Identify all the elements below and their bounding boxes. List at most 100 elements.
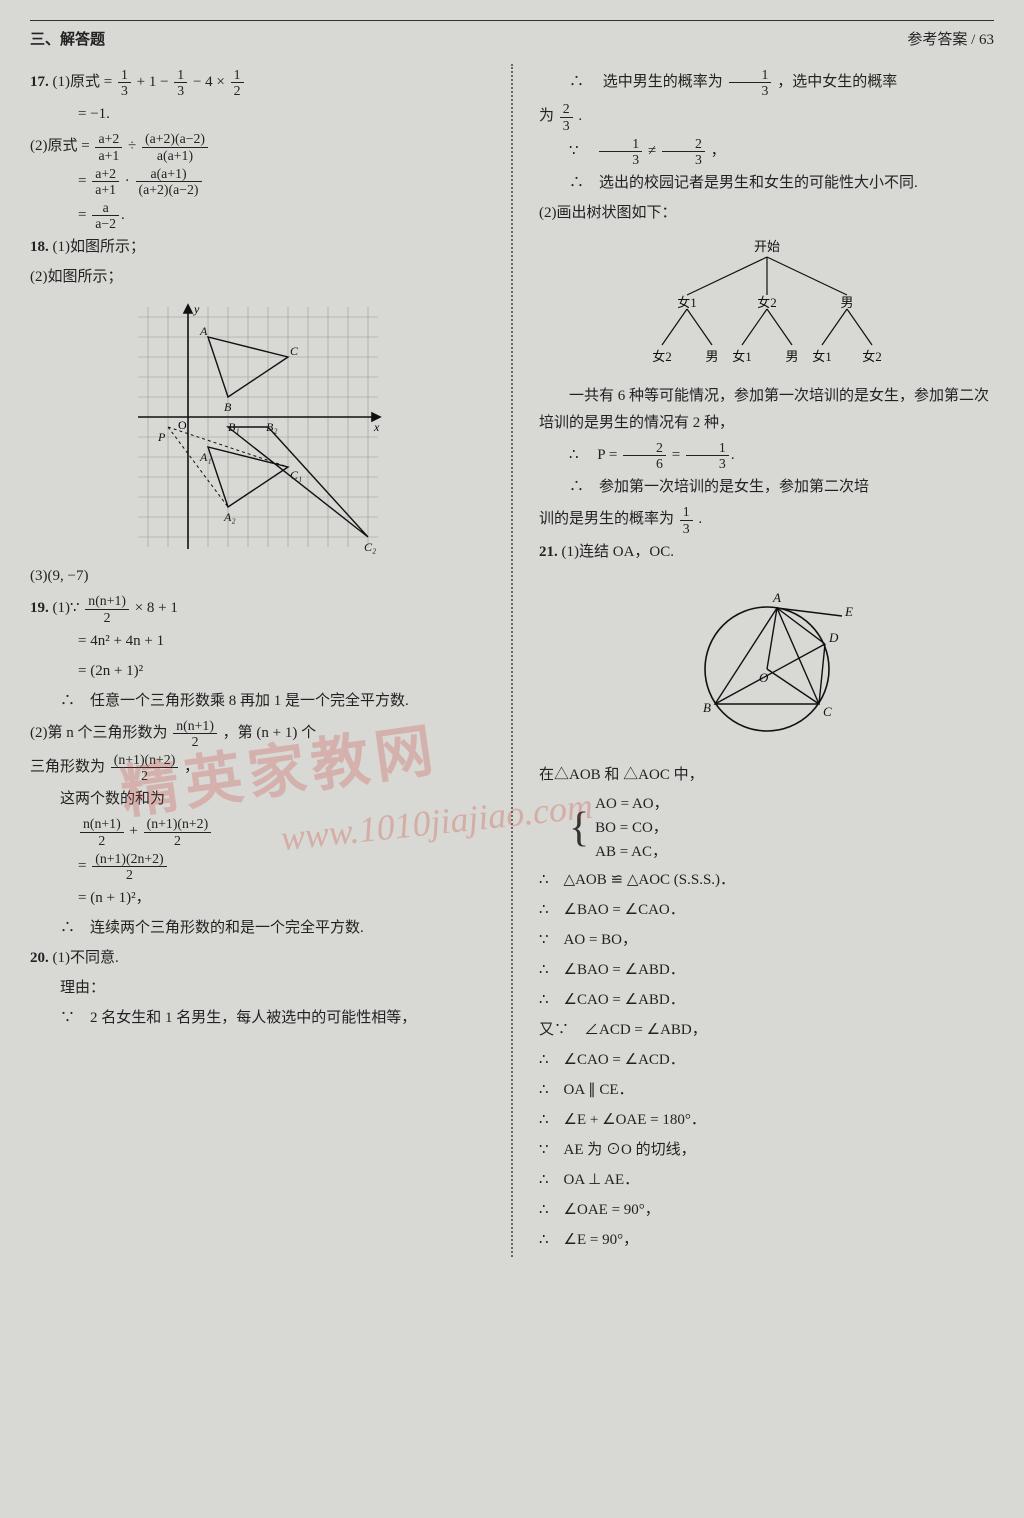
q21-1: (1)连结 OA，OC. [562,544,675,560]
frac-a2-a1-b: a+2a+1 [92,166,119,197]
tree-title: (2)画出树状图如下： [539,200,994,227]
r4: 选出的校园记者是男生和女生的可能性大小不同. [539,170,994,197]
frac-1-3b: 13 [174,67,187,98]
svg-text:男: 男 [785,349,798,364]
brace-l2: BO = CO， [595,816,668,840]
svg-text:C₂: C₂ [364,540,376,554]
q18-1: (1)如图所示； [53,239,146,255]
frac-r13b: 13 [599,136,642,167]
q19-2-comma: ， [184,759,199,775]
svg-text:P: P [157,430,166,444]
q19-1-tail: × 8 + 1 [135,600,178,616]
q19-2-mid: ，第 (n + 1) 个 [223,725,316,741]
pl0: △AOB ≌ △AOC (S.S.S.)． [539,867,994,894]
r1: 选中男生的概率为 13 ，选中女生的概率 [539,67,994,98]
svg-text:A₁: A₁ [199,450,212,464]
frac-r23b: 23 [662,136,705,167]
svg-text:O: O [759,670,769,685]
mul-sign: · [125,173,134,189]
pl12: ∠E = 90°， [539,1227,994,1254]
page-header: 三、解答题 参考答案 / 63 [30,20,994,54]
q21-label: 21. [539,544,558,560]
q19-sum-intro: 这两个数的和为 [30,786,485,813]
pl7: OA ∥ CE． [539,1077,994,1104]
frac-n1n2-b: (n+1)(n+2)2 [144,816,212,847]
q19-l2: = 4n² + 4n + 1 [78,628,485,655]
q19-2-lead: (2)第 n 个三角形数为 [30,725,168,741]
q20-1: (1)不同意. [53,950,119,966]
svg-text:A: A [772,590,781,605]
q18-3: (3)(9, −7) [30,563,485,590]
q18: 18. (1)如图所示； [30,234,485,261]
svg-text:女2: 女2 [757,295,777,310]
svg-text:B₂: B₂ [266,420,278,434]
two-column-layout: 17. (1)原式 = 13 + 1 − 13 − 4 × 12 = −1. (… [30,64,994,1257]
svg-text:D: D [828,630,839,645]
q20: 20. (1)不同意. [30,945,485,972]
svg-text:B: B [224,400,232,414]
q19-2: (2)第 n 个三角形数为 n(n+1)2 ，第 (n + 1) 个 [30,718,485,749]
origin-label: O [178,418,187,432]
left-brace-icon: { [569,807,589,849]
frac-nn1: n(n+1)2 [85,593,129,624]
frac-r23: 23 [560,101,573,132]
q17-2-lead: (2)原式 = [30,138,90,154]
svg-text:男: 男 [840,295,853,310]
q19-1-lead: (1)∵ [53,600,80,616]
q19-sum-conc: 连续两个三角形数的和是一个完全平方数. [30,915,485,942]
q19-sum-eq2: = (n+1)(2n+2)2 [78,851,485,882]
frac-r13: 13 [729,67,772,98]
frac-nn1-c: n(n+1)2 [80,816,124,847]
brace-l3: AB = AC， [595,840,668,864]
q17-1-tail: − 4 × [193,74,229,90]
frac-r13c: 13 [686,440,729,471]
frac-r13d: 13 [680,504,693,535]
q17-1-mid: + 1 − [137,74,173,90]
frac-big1: (a+2)(a−2)a(a+1) [142,131,208,162]
svg-text:B: B [703,700,711,715]
pl10: OA ⊥ AE． [539,1167,994,1194]
q19-conc: 任意一个三角形数乘 8 再加 1 是一个完全平方数. [30,688,485,715]
r6: 参加第一次培训的是女生，参加第二次培 [539,474,994,501]
pl1: ∠BAO = ∠CAO． [539,897,994,924]
svg-text:女1: 女1 [812,349,832,364]
pl4: ∠CAO = ∠ABD． [539,987,994,1014]
q17-line1: 17. (1)原式 = 13 + 1 − 13 − 4 × 12 [30,67,485,98]
q19-2-next: 三角形数为 [30,759,105,775]
q17-2-step2: = a+2a+1 · a(a+1)(a+2)(a−2) [78,166,485,197]
pl5: 又∵ ∠ACD = ∠ABD， [539,1017,994,1044]
frac-26: 26 [623,440,666,471]
svg-text:A: A [199,324,208,338]
x-label: x [373,420,380,434]
svg-text:女1: 女1 [677,295,697,310]
section-title: 三、解答题 [30,27,105,54]
svg-text:C: C [290,344,299,358]
svg-text:女2: 女2 [652,349,672,364]
coordinate-graph: O x y A B C A₁ B [128,297,388,557]
left-column: 17. (1)原式 = 13 + 1 − 13 − 4 × 12 = −1. (… [30,64,485,1257]
right-column: 选中男生的概率为 13 ，选中女生的概率 为 23 . 13 ≠ 23 ， 选出… [539,64,994,1257]
frac-a2-a1: a+2a+1 [95,131,122,162]
rP: P = 26 = 13. [539,440,994,471]
svg-text:B₁: B₁ [228,420,240,434]
q17-1-result: = −1. [78,101,485,128]
pl6: ∠CAO = ∠ACD． [539,1047,994,1074]
q19: 19. (1)∵ n(n+1)2 × 8 + 1 [30,593,485,624]
r5: 一共有 6 种等可能情况，参加第一次培训的是女生，参加第二次培训的是男生的情况有… [539,383,994,437]
svg-text:开始: 开始 [753,239,779,254]
frac-1-2: 12 [231,67,244,98]
brace-l1: AO = AO， [595,792,668,816]
svg-text:C₁: C₁ [290,468,302,482]
circle-figure: A B C D E O [677,574,857,754]
pl2: AO = BO， [539,927,994,954]
q19-sum-eq3: = (n + 1)²， [78,885,485,912]
svg-text:E: E [844,604,853,619]
frac-a-am2: aa−2 [92,200,119,231]
chords [715,608,842,704]
q19-sum-eq1: n(n+1)2 + (n+1)(n+2)2 [78,816,485,847]
column-divider [511,64,513,1257]
pl8: ∠E + ∠OAE = 180°． [539,1107,994,1134]
q21: 21. (1)连结 OA，OC. [539,539,994,566]
point-labels: A B C A₁ B₁ C₁ A₂ B₂ C₂ P [157,324,376,554]
graph-svg: O x y A B C A₁ B [128,297,388,557]
